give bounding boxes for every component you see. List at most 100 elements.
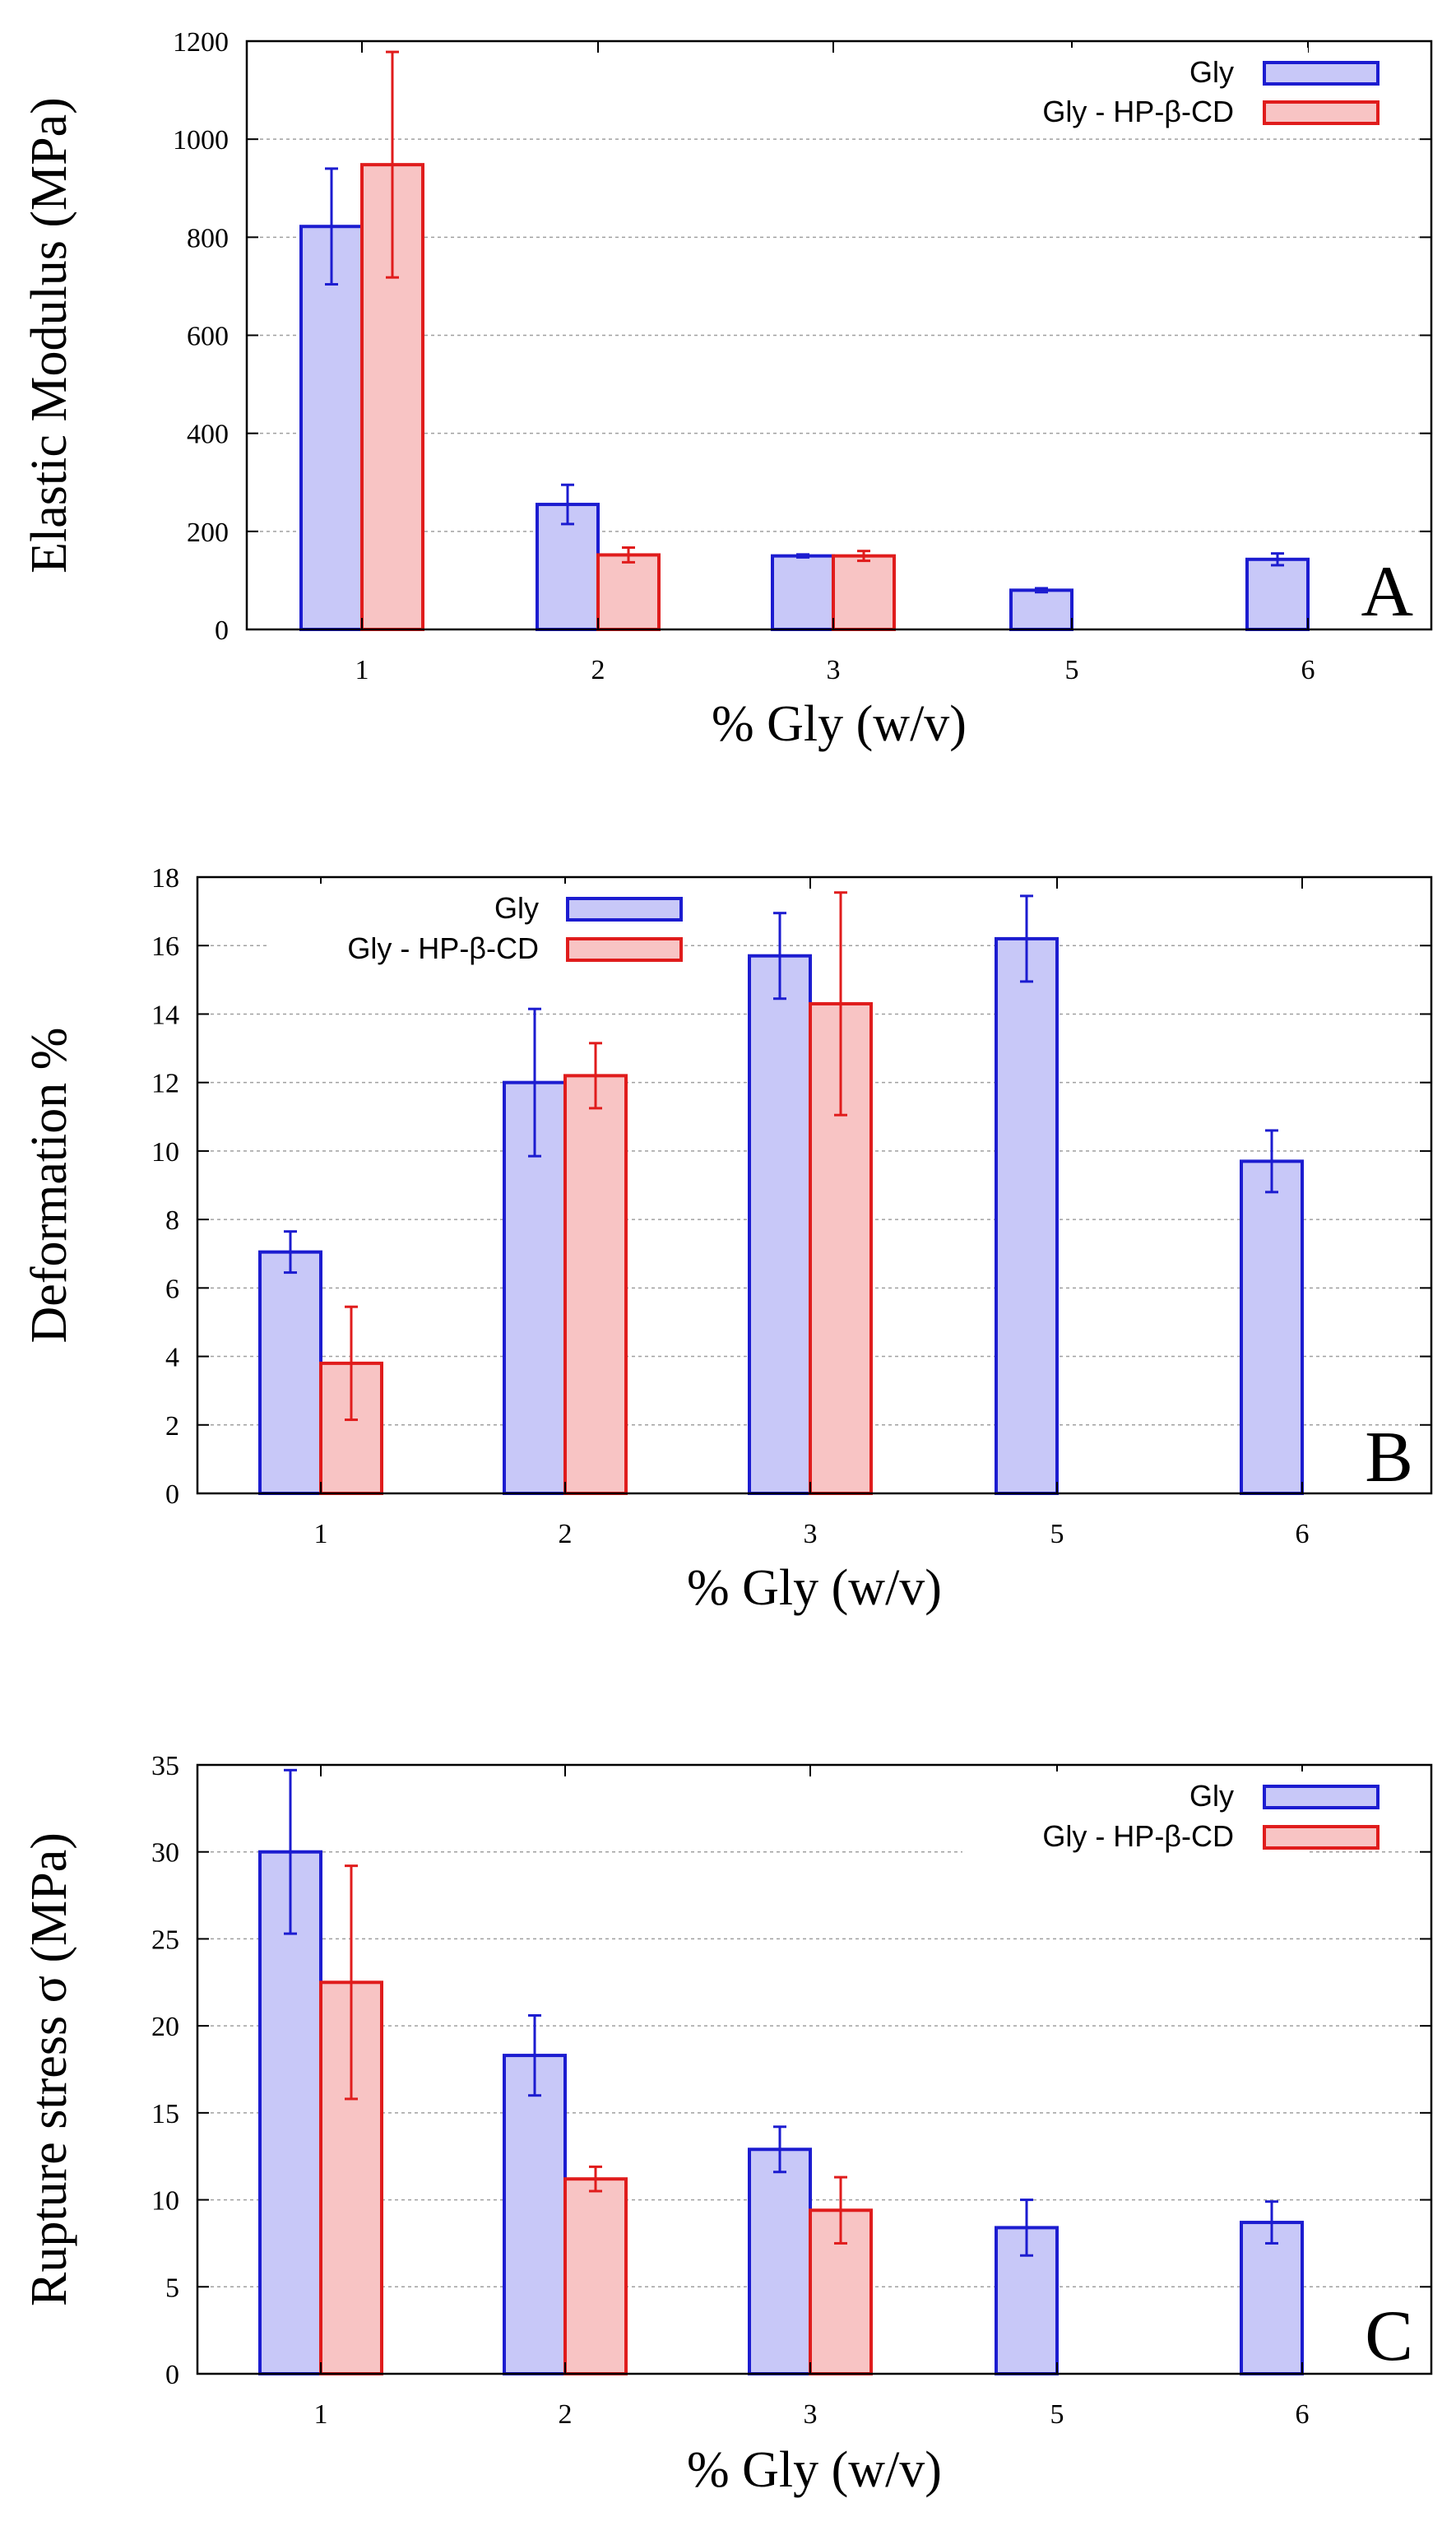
legend-label: Gly (494, 891, 539, 925)
y-axis-label: Deformation % (21, 1028, 77, 1344)
x-tick-label: 3 (827, 655, 841, 685)
y-tick-label: 35 (151, 1751, 179, 1781)
x-tick-label: 1 (355, 655, 369, 685)
x-tick-label: 6 (1296, 1519, 1310, 1549)
legend-background (962, 48, 1308, 130)
error-bar (1035, 587, 1048, 594)
legend-swatch (1263, 100, 1379, 125)
y-tick-label: 600 (187, 322, 229, 352)
error-bar (345, 1305, 358, 1422)
error-bar (834, 2175, 847, 2245)
plot-frame (196, 875, 1433, 1495)
y-tick-label: 1000 (173, 125, 229, 156)
legend-background (962, 1771, 1308, 1854)
x-tick-label: 1 (314, 1519, 328, 1549)
y-tick-label: 10 (151, 2186, 179, 2217)
y-tick-label: 0 (165, 1479, 179, 1510)
y-tick-label: 18 (151, 863, 179, 894)
y-tick-label: 6 (165, 1274, 179, 1304)
legend-label: Gly (1189, 55, 1234, 89)
x-tick-label: 2 (559, 2399, 573, 2430)
chart-panel-a: 0 200 400 600 800 1000 1200 1 2 3 5 6 Gly Gly - HP-β-… (21, 27, 1433, 752)
bar-gly-1 (299, 225, 364, 631)
x-tick-label: 2 (591, 655, 605, 685)
x-tick-label: 2 (559, 1519, 573, 1549)
bar-gly-5 (1009, 588, 1073, 631)
bar-gly-hp-b-cd-2 (563, 1074, 628, 1496)
bar-gly-3 (771, 554, 835, 631)
legend-label: Gly - HP-β-CD (1042, 95, 1234, 128)
legend-label: Gly - HP-β-CD (1042, 1819, 1234, 1853)
x-tick-label: 5 (1050, 1519, 1064, 1549)
error-bar (1020, 2199, 1033, 2257)
error-bar (1271, 552, 1284, 567)
error-bar (589, 2165, 602, 2193)
panel-label: B (1365, 1418, 1413, 1497)
y-tick-label: 10 (151, 1137, 179, 1168)
error-bar (345, 1864, 358, 2101)
error-bar (561, 483, 574, 526)
y-tick-label: 0 (165, 2360, 179, 2390)
error-bar (1020, 894, 1033, 983)
x-axis-label: % Gly (w/v) (712, 696, 967, 752)
x-axis-label: % Gly (w/v) (687, 2442, 942, 2498)
legend-background (267, 884, 613, 966)
legend-label: Gly (1189, 1779, 1234, 1813)
x-tick-label: 3 (804, 1519, 818, 1549)
bar-gly-6 (1245, 557, 1310, 632)
error-bar (284, 1230, 297, 1275)
error-bar (857, 550, 870, 563)
panel-label: C (1365, 2296, 1413, 2376)
plot-frame (196, 1763, 1433, 2375)
y-tick-label: 200 (187, 518, 229, 548)
error-bar (773, 912, 786, 1001)
bar-gly-2 (503, 2054, 567, 2375)
error-bar (1265, 1129, 1278, 1194)
y-tick-label: 1200 (173, 27, 229, 58)
y-tick-label: 400 (187, 420, 229, 450)
bar-gly-hp-b-cd-2 (596, 553, 661, 632)
y-tick-label: 2 (165, 1411, 179, 1442)
error-bar (796, 553, 809, 559)
bar-gly-hp-b-cd-2 (563, 2177, 628, 2375)
error-bar (284, 1768, 297, 1935)
x-tick-label: 5 (1050, 2399, 1064, 2430)
error-bar (386, 50, 399, 279)
y-tick-label: 12 (151, 1069, 179, 1099)
y-axis-label: Elastic Modulus (MPa) (21, 97, 77, 573)
bar-gly-1 (258, 1250, 322, 1496)
error-bar (528, 2013, 541, 2097)
x-axis-label: % Gly (w/v) (687, 1560, 942, 1616)
legend-swatch (1263, 1825, 1379, 1850)
legend-swatch (566, 897, 683, 922)
bar-gly-hp-b-cd-3 (832, 554, 896, 631)
bar-gly-5 (995, 936, 1059, 1495)
x-tick-label: 6 (1296, 2399, 1310, 2430)
y-tick-label: 20 (151, 2012, 179, 2042)
legend-label: Gly - HP-β-CD (347, 931, 539, 965)
y-tick-label: 25 (151, 1925, 179, 1955)
panel-label: A (1361, 552, 1413, 632)
bar-gly-3 (748, 954, 812, 1495)
y-tick-label: 4 (165, 1343, 179, 1373)
y-tick-label: 15 (151, 2099, 179, 2129)
error-bar (589, 1042, 602, 1110)
error-bar (834, 891, 847, 1117)
plot-frame (245, 39, 1433, 631)
error-bar (773, 2125, 786, 2174)
error-bar (622, 546, 635, 564)
x-tick-label: 3 (804, 2399, 818, 2430)
error-bar (528, 1007, 541, 1158)
y-tick-label: 8 (165, 1205, 179, 1236)
y-tick-label: 16 (151, 931, 179, 962)
y-tick-label: 14 (151, 1000, 179, 1030)
x-tick-label: 1 (314, 2399, 328, 2430)
y-tick-label: 800 (187, 223, 229, 253)
y-tick-label: 0 (215, 615, 229, 646)
bar-gly-1 (258, 1850, 322, 2376)
error-bar (1265, 2200, 1278, 2245)
x-tick-label: 6 (1301, 655, 1315, 685)
x-tick-label: 5 (1065, 655, 1079, 685)
legend-swatch (1263, 61, 1379, 86)
legend-swatch (566, 937, 683, 962)
